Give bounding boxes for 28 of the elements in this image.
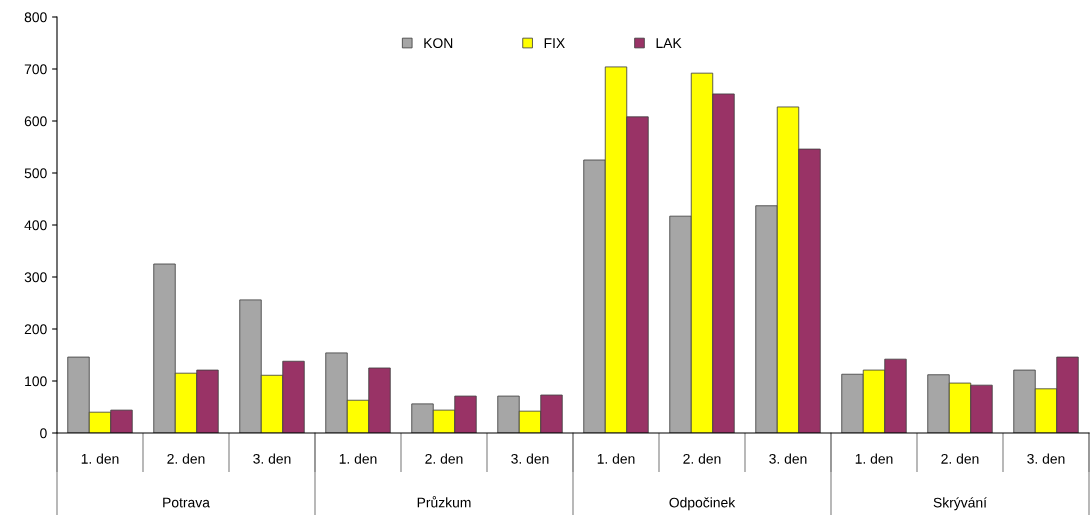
y-tick-label: 400 — [24, 220, 47, 231]
x-tick-label: 1. den — [339, 453, 377, 464]
x-tick-label: 1. den — [597, 453, 635, 464]
y-tick-label: 500 — [24, 168, 47, 179]
text: Skrývání — [933, 497, 987, 511]
text: Průzkum — [417, 496, 471, 508]
text: Potrava — [163, 497, 210, 508]
y-tick-label: 300 — [24, 272, 47, 283]
x-tick-label: 1. den — [855, 453, 893, 464]
x-tick-label: 3. den — [253, 453, 291, 464]
legend-label: LAK — [656, 38, 682, 48]
y-tick-label: 0 — [40, 428, 47, 439]
legend-label: KON — [424, 38, 453, 49]
x-tick-label: 3. den — [511, 453, 549, 464]
x-tick-label: 2. den — [167, 453, 205, 464]
y-tick-label: 100 — [25, 376, 47, 387]
y-tick-label: 200 — [24, 324, 47, 335]
y-tick-label: 700 — [24, 64, 47, 75]
x-tick-label: 3. den — [1027, 453, 1065, 464]
x-tick-label: 2. den — [941, 453, 979, 464]
text: Odpočinek — [669, 497, 736, 511]
x-tick-label: 2. den — [683, 453, 721, 464]
y-tick-label: 600 — [24, 116, 47, 127]
x-tick-label: 3. den — [769, 453, 807, 464]
y-tick-label: 800 — [24, 12, 47, 23]
legend-label: FIX — [544, 38, 565, 48]
x-tick-label: 2. den — [425, 453, 463, 464]
x-tick-label: 1. den — [81, 453, 119, 464]
